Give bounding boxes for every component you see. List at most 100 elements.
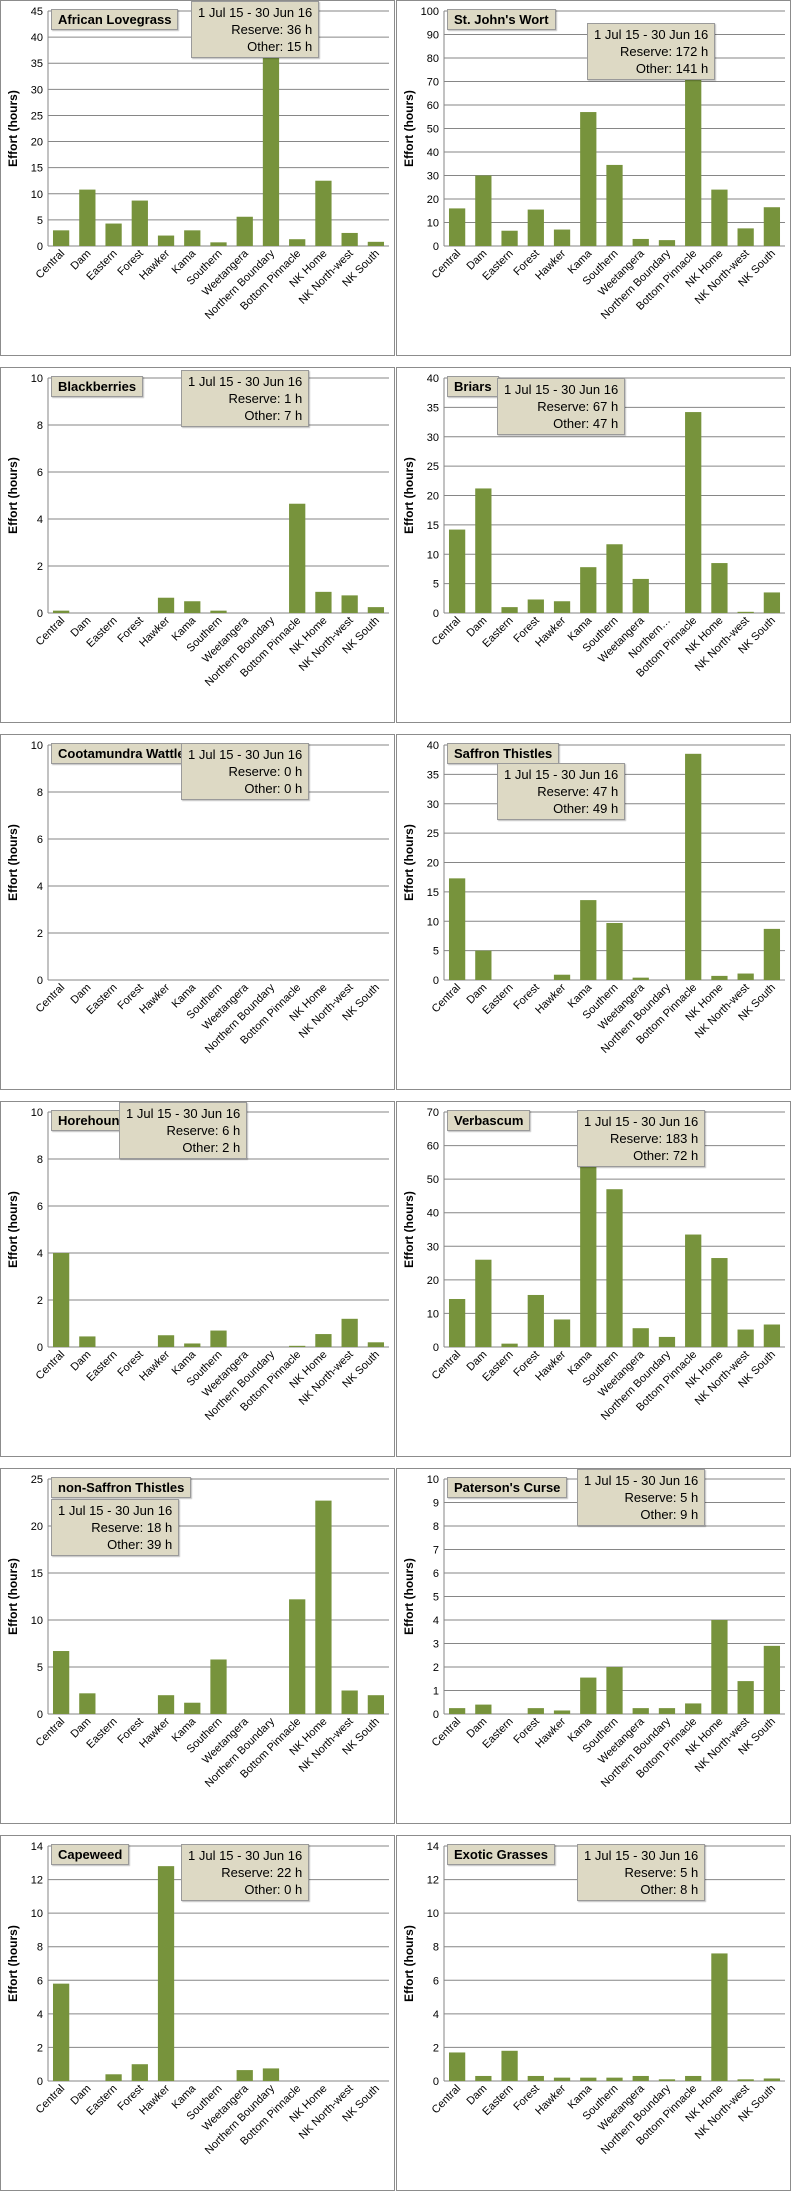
reserve-hours: Reserve: 1 h xyxy=(228,391,303,406)
reserve-hours: Reserve: 5 h xyxy=(624,1865,699,1880)
date-range-summary-box: 1 Jul 15 - 30 Jun 16 Reserve: 1 h Other: 7… xyxy=(181,370,310,427)
bar xyxy=(448,2052,466,2081)
y-tick-label: 5 xyxy=(37,215,43,227)
bar xyxy=(632,578,649,613)
y-axis-label: Effort (hours) xyxy=(402,457,416,534)
bar xyxy=(315,1334,332,1347)
y-tick-label: 70 xyxy=(427,1107,439,1119)
x-tick-label: Hawker xyxy=(533,1715,568,1750)
y-axis-label: Effort (hours) xyxy=(6,1558,20,1635)
bar xyxy=(580,1137,597,1347)
other-hours: Other: 47 h xyxy=(553,416,619,431)
reserve-hours: Reserve: 36 h xyxy=(231,22,313,37)
bar xyxy=(737,1681,754,1714)
y-tick-label: 10 xyxy=(427,1308,439,1320)
chart-title: Exotic Grasses xyxy=(447,1844,555,1865)
y-tick-label: 4 xyxy=(37,514,43,526)
bar xyxy=(157,1335,175,1347)
y-tick-label: 4 xyxy=(433,2009,439,2021)
x-tick-label: Hawker xyxy=(137,1348,172,1383)
bar xyxy=(236,216,253,246)
chart-panel: 0 5 10 15 20 25 30 35 40 Central Dam Eastern Forest H… xyxy=(396,734,791,1090)
y-axis-label: Effort (hours) xyxy=(6,1925,20,2002)
date-range: 1 Jul 15 - 30 Jun 16 xyxy=(584,1114,699,1129)
bar xyxy=(685,2075,702,2081)
bar xyxy=(367,1342,385,1347)
chart-panel: 0 5 10 15 20 25 Central Dam Eastern Forest Hawker K… xyxy=(0,1468,395,1824)
y-tick-label: 7 xyxy=(433,1545,439,1557)
y-axis-label: Effort (hours) xyxy=(402,1925,416,2002)
y-tick-label: 25 xyxy=(427,461,439,473)
bar xyxy=(315,1500,332,1714)
reserve-hours: Reserve: 18 h xyxy=(91,1520,173,1535)
bar xyxy=(658,240,676,246)
bar xyxy=(367,607,385,613)
bar xyxy=(606,544,623,613)
y-tick-label: 2 xyxy=(37,561,43,573)
date-range: 1 Jul 15 - 30 Jun 16 xyxy=(584,1473,699,1488)
bar xyxy=(131,200,148,246)
y-tick-label: 10 xyxy=(427,549,439,561)
bar xyxy=(52,610,70,613)
chart-panel: 0 10 20 30 40 50 60 70 Central Dam Eastern Forest Ha… xyxy=(396,1101,791,1457)
bar xyxy=(658,2079,676,2081)
bar xyxy=(527,1294,544,1347)
y-tick-label: 35 xyxy=(31,58,43,70)
y-tick-label: 8 xyxy=(433,1942,439,1954)
bar xyxy=(632,238,649,246)
reserve-hours: Reserve: 6 h xyxy=(166,1123,241,1138)
bar xyxy=(737,2079,754,2081)
bar xyxy=(711,1620,728,1714)
bar xyxy=(501,607,518,613)
reserve-hours: Reserve: 67 h xyxy=(537,399,619,414)
bar xyxy=(131,2064,148,2081)
bar xyxy=(475,1259,492,1347)
y-tick-label: 5 xyxy=(37,1662,43,1674)
bar xyxy=(527,599,544,613)
bar xyxy=(737,228,754,246)
other-hours: Other: 7 h xyxy=(244,408,303,423)
y-tick-label: 6 xyxy=(37,467,43,479)
x-tick-label: Hawker xyxy=(137,247,172,282)
y-tick-label: 20 xyxy=(427,491,439,503)
date-range: 1 Jul 15 - 30 Jun 16 xyxy=(198,5,313,20)
y-tick-label: 3 xyxy=(433,1639,439,1651)
x-tick-label: Hawker xyxy=(533,981,568,1016)
y-tick-label: 35 xyxy=(427,402,439,414)
y-tick-label: 10 xyxy=(31,1908,43,1920)
bar xyxy=(711,189,728,246)
chart-title: non-Saffron Thistles xyxy=(51,1477,192,1498)
y-tick-label: 0 xyxy=(37,1709,43,1721)
bar xyxy=(737,1329,754,1347)
chart-panel: 0 2 4 6 8 10 Central Dam Eastern Forest Hawker Kama… xyxy=(0,1101,395,1457)
y-tick-label: 8 xyxy=(433,1521,439,1533)
bar xyxy=(658,1708,676,1714)
date-range: 1 Jul 15 - 30 Jun 16 xyxy=(58,1503,173,1518)
date-range-summary-box: 1 Jul 15 - 30 Jun 16 Reserve: 36 h Other: … xyxy=(191,1,320,58)
bar xyxy=(606,923,623,980)
date-range: 1 Jul 15 - 30 Jun 16 xyxy=(504,767,619,782)
y-tick-label: 8 xyxy=(37,1942,43,1954)
bar xyxy=(711,975,728,980)
chart-title: Capeweed xyxy=(51,1844,130,1865)
y-tick-label: 90 xyxy=(427,30,439,42)
bar xyxy=(315,180,332,246)
bar xyxy=(553,1710,571,1714)
bar xyxy=(448,878,466,980)
bar xyxy=(606,1667,623,1714)
y-tick-label: 20 xyxy=(427,858,439,870)
chart-panel: 0 2 4 6 8 10 12 14 Central Dam Eastern Forest Hawker… xyxy=(396,1835,791,2191)
y-tick-label: 2 xyxy=(37,2042,43,2054)
bar xyxy=(341,595,358,613)
reserve-hours: Reserve: 5 h xyxy=(624,1490,699,1505)
date-range: 1 Jul 15 - 30 Jun 16 xyxy=(188,1848,303,1863)
y-tick-label: 60 xyxy=(427,100,439,112)
bar xyxy=(184,1702,201,1714)
bar xyxy=(711,1258,728,1347)
bar xyxy=(553,229,571,246)
y-tick-label: 40 xyxy=(427,147,439,159)
bar xyxy=(580,900,597,980)
date-range-summary-box: 1 Jul 15 - 30 Jun 16 Reserve: 22 h Other: … xyxy=(181,1844,310,1901)
